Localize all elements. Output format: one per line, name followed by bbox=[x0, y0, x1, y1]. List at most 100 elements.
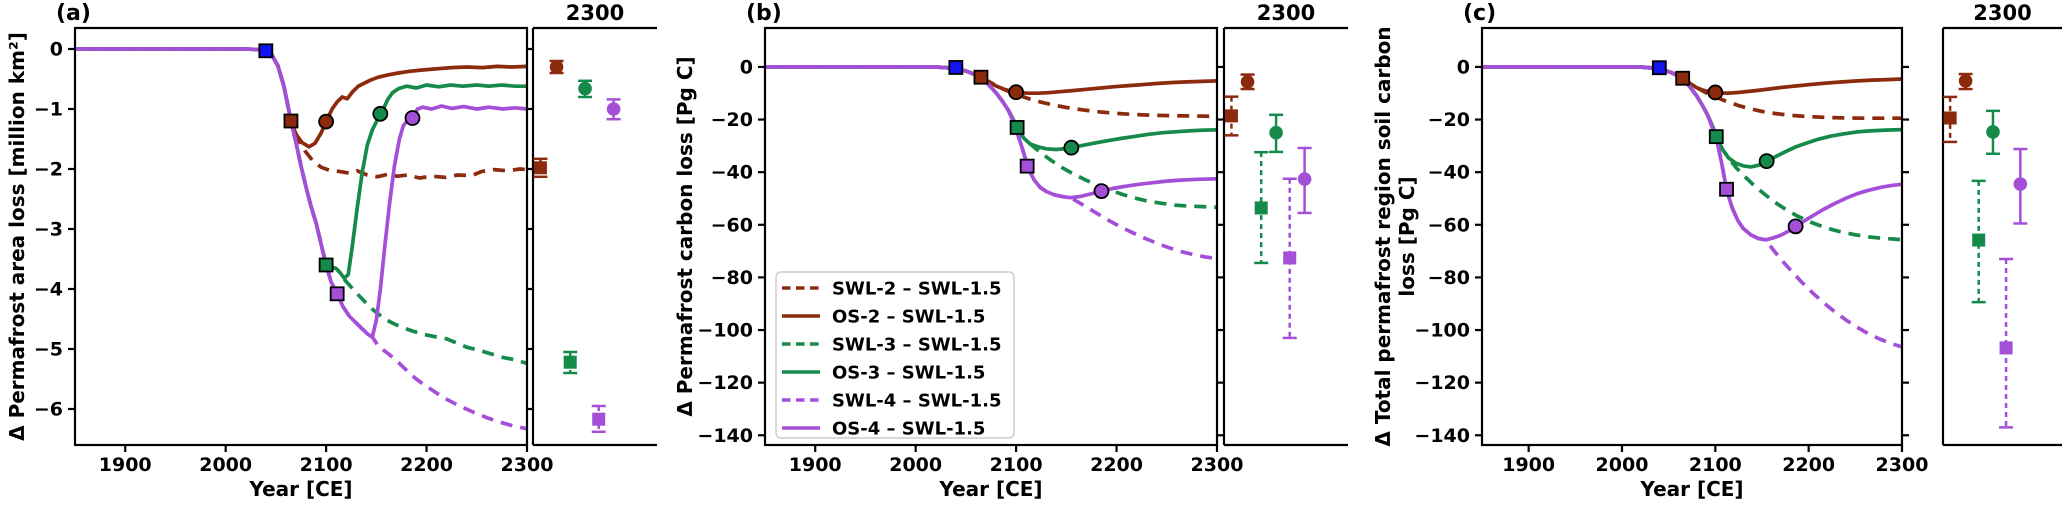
errorbar-swl-4 bbox=[1282, 177, 1297, 340]
legend-label: OS-4 – SWL-1.5 bbox=[832, 419, 985, 440]
event-marker-peak-level3 bbox=[1708, 129, 1724, 145]
event-marker-peak-level4 bbox=[1719, 181, 1734, 197]
errorbar-swl-2 bbox=[533, 157, 548, 179]
series-swl2 bbox=[765, 65, 1218, 119]
y-tick-label: −60 bbox=[711, 214, 753, 236]
event-markers bbox=[948, 60, 1110, 200]
x-tick-label: 2100 bbox=[300, 454, 353, 476]
errorbar-swl-4 bbox=[591, 404, 606, 434]
mean-marker-circle bbox=[578, 81, 592, 96]
y-tick-label: −100 bbox=[697, 320, 753, 342]
panel-letter: (a) bbox=[56, 1, 91, 26]
event-marker-return-level3 bbox=[1063, 139, 1080, 156]
event-marker-peak-level2 bbox=[1675, 70, 1691, 86]
y-tick-label: −20 bbox=[1428, 109, 1470, 131]
side-panel-title: 2300 bbox=[1257, 1, 1315, 25]
y-axis-label: Δ Permafrost area loss [million km²] bbox=[5, 32, 29, 441]
event-marker-start-2040 bbox=[258, 43, 274, 59]
mean-marker-square bbox=[1972, 233, 1986, 247]
errorbar-os-3 bbox=[578, 79, 593, 99]
y-tick-label: −5 bbox=[34, 339, 63, 361]
errorbar-swl-2 bbox=[1224, 95, 1239, 137]
plot-frame bbox=[763, 26, 1219, 447]
event-marker-return-level4 bbox=[1093, 183, 1110, 200]
y-tick-label: −4 bbox=[34, 279, 63, 301]
errorbar-os-2 bbox=[1958, 72, 1973, 91]
mean-marker-square bbox=[1224, 109, 1238, 123]
event-marker-peak-level2 bbox=[973, 69, 989, 85]
mean-marker-square bbox=[1943, 111, 1957, 125]
x-tick-label: 1900 bbox=[99, 454, 152, 476]
x-axis-label: Year [CE] bbox=[248, 477, 352, 501]
event-marker-return-level3 bbox=[1758, 153, 1775, 170]
series-os4 bbox=[1482, 65, 1903, 242]
x-tick-label: 2000 bbox=[1596, 454, 1649, 476]
legend-label: OS-2 – SWL-1.5 bbox=[832, 307, 985, 328]
y-tick-label: −40 bbox=[711, 162, 753, 184]
event-marker-return-level4 bbox=[404, 110, 421, 126]
side-panel-title: 2300 bbox=[566, 1, 624, 25]
errorbar-swl-3 bbox=[1971, 179, 1986, 304]
x-tick-label: 2100 bbox=[1689, 454, 1742, 476]
mean-marker-circle bbox=[2013, 177, 2028, 191]
legend-item: SWL-3 – SWL-1.5 bbox=[782, 335, 1001, 356]
side-panel-2300: 2300 bbox=[531, 1, 657, 447]
mean-marker-circle bbox=[606, 102, 621, 116]
y-tick-label: 0 bbox=[1457, 56, 1470, 78]
y-axis-label: loss [Pg C] bbox=[1395, 176, 1419, 296]
event-marker-return-level2 bbox=[1008, 84, 1025, 101]
event-marker-start-2040 bbox=[948, 60, 964, 75]
y-tick-label: −40 bbox=[1428, 162, 1470, 184]
plot-frame bbox=[73, 26, 529, 447]
series-swl3 bbox=[1482, 65, 1903, 242]
legend-item: OS-2 – SWL-1.5 bbox=[782, 307, 985, 328]
event-marker-peak-level3 bbox=[318, 257, 334, 273]
x-tick-label: 2300 bbox=[501, 454, 554, 476]
y-tick-label: −120 bbox=[697, 372, 753, 394]
legend-box bbox=[775, 271, 1015, 439]
legend-label: SWL-2 – SWL-1.5 bbox=[832, 279, 1001, 300]
event-marker-peak-level4 bbox=[1019, 158, 1035, 174]
y-tick-label: −140 bbox=[1414, 425, 1470, 447]
y-tick-label: −100 bbox=[1414, 320, 1470, 342]
series-swl3 bbox=[75, 47, 528, 366]
event-marker-start-2040 bbox=[1651, 60, 1667, 76]
series-lines bbox=[765, 65, 1218, 261]
errorbar-os-2 bbox=[1240, 73, 1255, 91]
mean-marker-circle bbox=[1958, 74, 1973, 88]
x-tick-label: 2200 bbox=[1090, 454, 1143, 476]
x-tick-label: 2300 bbox=[1191, 454, 1244, 476]
x-axis-label: Year [CE] bbox=[938, 477, 1042, 501]
y-tick-label: −140 bbox=[697, 425, 753, 447]
mean-marker-circle bbox=[549, 60, 564, 74]
legend-item: SWL-4 – SWL-1.5 bbox=[782, 391, 1001, 412]
event-marker-peak-level2 bbox=[283, 113, 299, 129]
errorbar-os-4 bbox=[606, 98, 621, 121]
x-tick-label: 2100 bbox=[990, 454, 1043, 476]
x-tick-label: 1900 bbox=[789, 454, 842, 476]
plot-frame bbox=[1480, 26, 1904, 447]
event-marker-peak-level3 bbox=[1009, 120, 1025, 135]
axes: 1900 2000 2100 2200 2300 0 −1 −2 −3 −4 −5 −6 Year [C… bbox=[5, 1, 553, 501]
y-tick-label: −60 bbox=[1428, 214, 1470, 236]
series-os4 bbox=[765, 65, 1218, 200]
y-tick-label: −3 bbox=[34, 219, 63, 241]
series-swl4 bbox=[1482, 65, 1903, 349]
x-tick-label: 2300 bbox=[1876, 454, 1929, 476]
legend-item: SWL-2 – SWL-1.5 bbox=[782, 279, 1001, 300]
y-axis-label: Δ Permafrost carbon loss [Pg C] bbox=[673, 56, 697, 416]
legend-label: SWL-4 – SWL-1.5 bbox=[832, 391, 1001, 412]
side-panel-title: 2300 bbox=[1973, 1, 2031, 25]
x-tick-label: 2000 bbox=[889, 454, 942, 476]
mean-marker-square bbox=[1999, 341, 2013, 355]
mean-marker-circle bbox=[1297, 172, 1312, 186]
x-tick-label: 2000 bbox=[199, 454, 252, 476]
y-tick-label: −120 bbox=[1414, 372, 1470, 394]
event-marker-return-level3 bbox=[372, 105, 389, 122]
errorbar-os-3 bbox=[1985, 109, 2000, 156]
legend-item: OS-4 – SWL-1.5 bbox=[782, 419, 985, 440]
errorbar-swl-4 bbox=[1999, 257, 2014, 429]
series-os2 bbox=[75, 47, 528, 149]
mean-marker-circle bbox=[1986, 125, 2000, 139]
